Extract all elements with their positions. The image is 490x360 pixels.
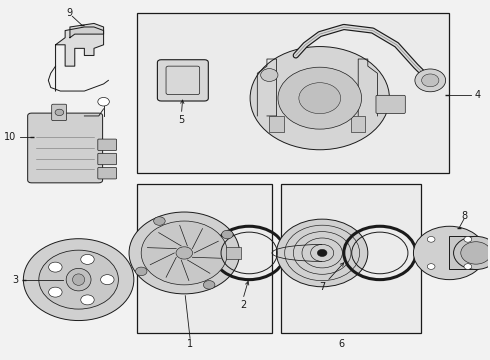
Circle shape <box>49 262 62 272</box>
Circle shape <box>55 109 64 116</box>
Text: 3: 3 <box>12 275 18 285</box>
Circle shape <box>427 264 435 269</box>
FancyBboxPatch shape <box>98 139 117 150</box>
FancyBboxPatch shape <box>376 95 405 113</box>
Circle shape <box>24 239 134 320</box>
Bar <box>270 116 284 132</box>
Circle shape <box>81 255 94 264</box>
Bar <box>137 184 272 333</box>
Circle shape <box>81 295 94 305</box>
Bar <box>137 13 449 173</box>
Bar <box>449 237 476 270</box>
Text: 7: 7 <box>319 282 325 292</box>
Ellipse shape <box>66 269 91 291</box>
FancyBboxPatch shape <box>98 167 117 179</box>
Circle shape <box>100 275 114 285</box>
Text: 6: 6 <box>338 339 344 349</box>
Text: 5: 5 <box>178 114 185 125</box>
Circle shape <box>421 74 439 87</box>
Bar <box>351 116 366 132</box>
Circle shape <box>318 249 327 257</box>
Circle shape <box>461 242 490 264</box>
Circle shape <box>454 237 490 270</box>
Ellipse shape <box>73 274 85 285</box>
Text: 4: 4 <box>474 90 481 100</box>
Circle shape <box>129 212 240 294</box>
Circle shape <box>276 219 368 287</box>
Bar <box>226 247 242 259</box>
Text: 10: 10 <box>4 132 16 142</box>
Circle shape <box>414 226 486 280</box>
Circle shape <box>98 98 109 106</box>
Circle shape <box>299 83 341 114</box>
FancyBboxPatch shape <box>157 60 208 101</box>
Circle shape <box>141 221 227 285</box>
Circle shape <box>464 264 472 269</box>
Circle shape <box>49 287 62 297</box>
Circle shape <box>39 250 119 309</box>
Circle shape <box>464 237 472 242</box>
Circle shape <box>415 69 445 92</box>
Circle shape <box>135 267 147 276</box>
FancyBboxPatch shape <box>52 104 67 121</box>
Circle shape <box>176 247 193 259</box>
FancyBboxPatch shape <box>98 153 117 165</box>
Circle shape <box>427 237 435 242</box>
Circle shape <box>221 230 233 239</box>
Polygon shape <box>55 27 103 91</box>
Circle shape <box>261 69 278 81</box>
Text: 9: 9 <box>66 8 72 18</box>
Text: 2: 2 <box>240 300 246 310</box>
Circle shape <box>278 67 362 129</box>
Text: 8: 8 <box>462 211 468 221</box>
FancyBboxPatch shape <box>27 113 102 183</box>
Circle shape <box>250 46 390 150</box>
Text: 1: 1 <box>187 339 193 349</box>
Polygon shape <box>70 23 103 38</box>
Circle shape <box>203 280 215 289</box>
Bar <box>281 184 420 333</box>
Circle shape <box>154 217 165 225</box>
